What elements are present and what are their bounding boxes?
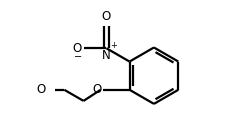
Text: O: O [92, 83, 102, 96]
Text: O: O [36, 83, 46, 96]
Text: O: O [102, 10, 111, 23]
Text: N: N [102, 49, 111, 62]
Text: +: + [110, 42, 117, 51]
Text: −: − [74, 52, 82, 62]
Text: O: O [72, 42, 82, 55]
